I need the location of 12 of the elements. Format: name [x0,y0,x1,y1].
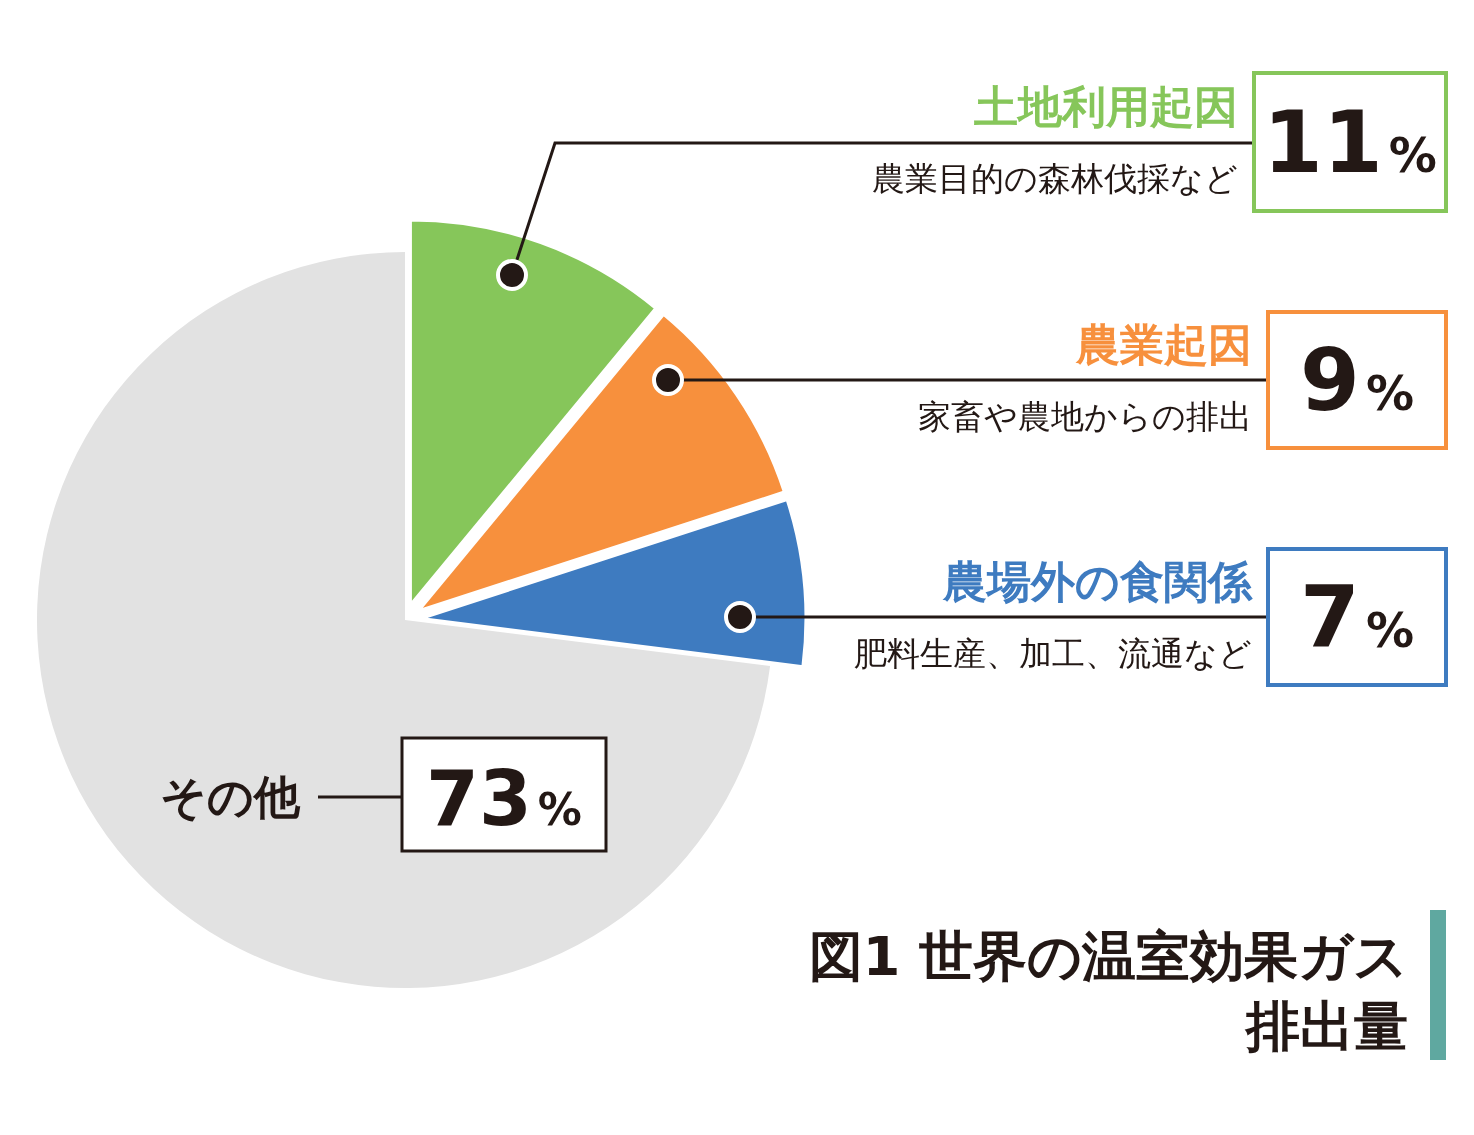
data-label: 9% [1300,330,1414,430]
data-label: 73% [426,754,582,843]
data-label: 11% [1263,92,1437,192]
slice-label: 農業起因 [1075,319,1252,370]
text: 家畜や農地からの排出 [918,397,1252,436]
slice-label: その他 [160,770,301,824]
text: 図1 世界の温室効果ガス排出量 [808,925,1408,1058]
slice-label: 農場外の食関係 [942,556,1253,607]
data-label: 7% [1300,567,1414,667]
text: 肥料生産、加工、流通など [854,634,1252,673]
slice-label: 土地利用起因 [974,81,1238,132]
text: 農業目的の森林伐採など [872,159,1238,198]
